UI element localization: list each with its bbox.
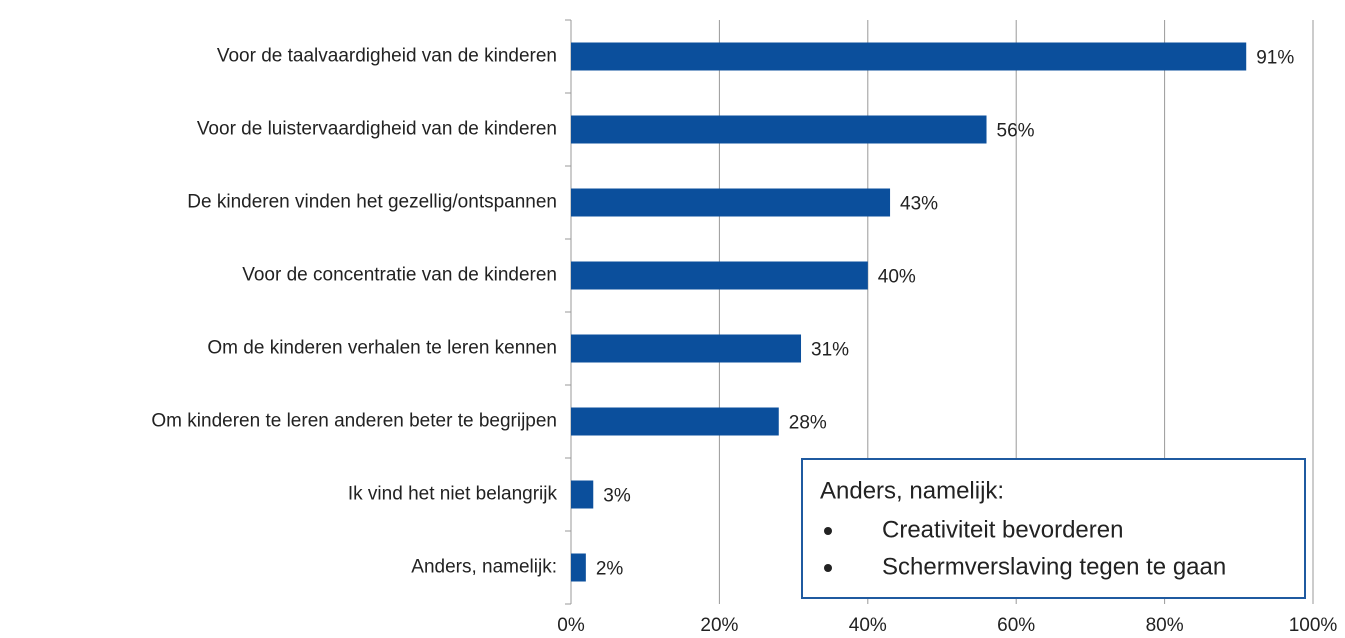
annotation-box bbox=[801, 458, 1306, 599]
annotation-item: Schermverslaving tegen te gaan bbox=[882, 553, 1226, 580]
bar bbox=[571, 42, 1247, 71]
y-tick-label: Anders, namelijk: bbox=[411, 557, 557, 578]
x-tick-label: 100% bbox=[1289, 615, 1338, 636]
bar bbox=[571, 480, 594, 509]
value-label: 3% bbox=[603, 486, 631, 507]
bar bbox=[571, 553, 586, 582]
annotation-title: Anders, namelijk: bbox=[820, 477, 1004, 504]
bar bbox=[571, 115, 987, 144]
value-label: 43% bbox=[900, 194, 938, 215]
y-tick-label: Ik vind het niet belangrijk bbox=[348, 484, 558, 505]
y-tick-label: Om de kinderen verhalen te leren kennen bbox=[207, 338, 557, 359]
bar bbox=[571, 261, 868, 290]
value-label: 31% bbox=[811, 340, 849, 361]
y-tick-label: Voor de concentratie van de kinderen bbox=[242, 265, 557, 286]
bar bbox=[571, 407, 779, 436]
y-tick-label: Voor de taalvaardigheid van de kinderen bbox=[217, 46, 557, 67]
x-tick-label: 80% bbox=[1146, 615, 1184, 636]
x-tick-label: 40% bbox=[849, 615, 887, 636]
value-label: 28% bbox=[789, 413, 827, 434]
x-tick-label: 60% bbox=[997, 615, 1035, 636]
y-tick-label: Om kinderen te leren anderen beter te be… bbox=[151, 411, 557, 432]
value-label: 56% bbox=[997, 121, 1035, 142]
value-label: 40% bbox=[878, 267, 916, 288]
value-label: 2% bbox=[596, 559, 624, 580]
annotation-item: Creativiteit bevorderen bbox=[882, 516, 1123, 543]
bar bbox=[571, 334, 802, 363]
x-tick-label: 20% bbox=[700, 615, 738, 636]
bullet bbox=[824, 564, 832, 572]
y-tick-label: De kinderen vinden het gezellig/ontspann… bbox=[187, 192, 557, 213]
bullet bbox=[824, 527, 832, 535]
y-tick-label: Voor de luistervaardigheid van de kinder… bbox=[197, 119, 557, 140]
x-tick-label: 0% bbox=[557, 615, 585, 636]
bar bbox=[571, 188, 891, 217]
value-label: 91% bbox=[1256, 48, 1294, 69]
